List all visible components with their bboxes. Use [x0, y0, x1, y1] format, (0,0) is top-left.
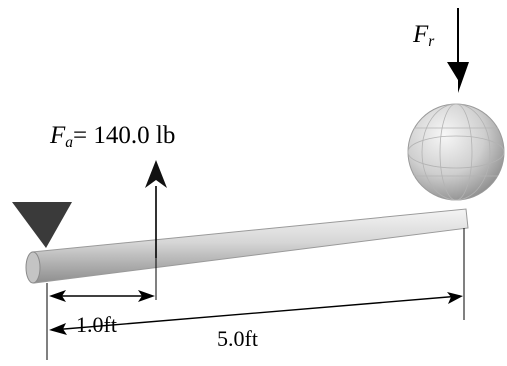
applied-force-label: Fa= 140.0 lb: [50, 122, 176, 152]
applied-force-value: = 140.0 lb: [73, 122, 176, 149]
reaction-force-arrow: [447, 8, 469, 93]
pin-support: [12, 202, 72, 248]
extension-lines: [46, 228, 465, 360]
dimension-line-long: [49, 292, 463, 335]
applied-force-symbol: F: [50, 122, 66, 149]
applied-force-subscript: a: [65, 134, 74, 152]
beam: [25, 208, 469, 284]
dimension-line-short: [49, 290, 155, 302]
reaction-force-symbol: F: [413, 21, 429, 48]
reaction-force-subscript: r: [428, 33, 435, 51]
reaction-force-label: Fr: [413, 21, 435, 51]
dimension-long-label: 5.0ft: [217, 326, 258, 351]
sphere-load: [407, 103, 505, 201]
applied-force-arrow: [145, 160, 167, 258]
dimension-short-label: 1.0ft: [76, 312, 117, 337]
